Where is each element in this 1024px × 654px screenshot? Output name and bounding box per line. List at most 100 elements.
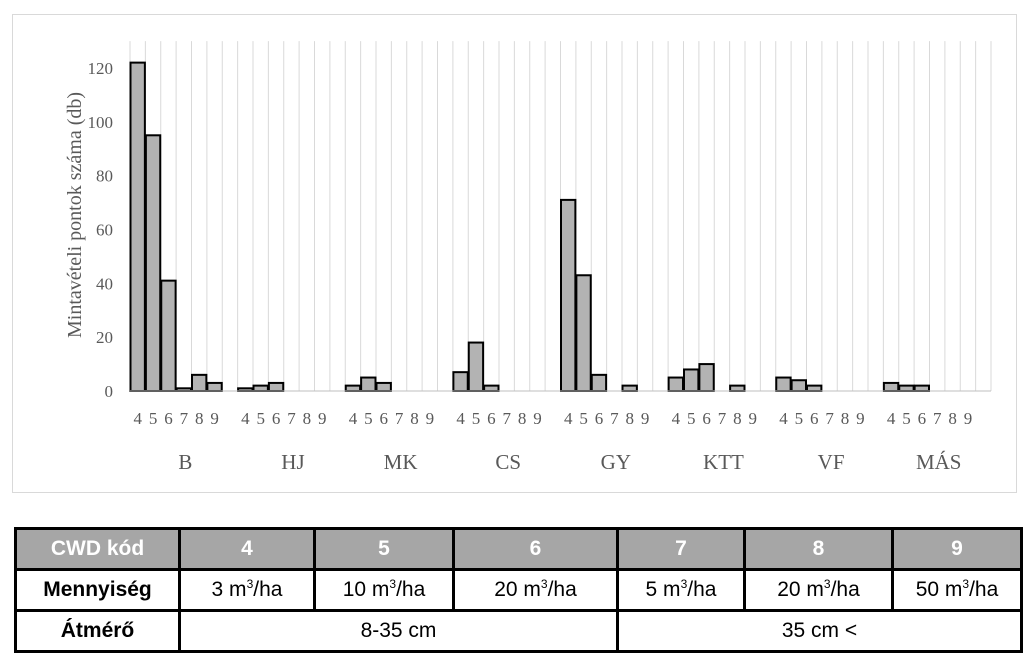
cwd-code-5: 5: [313, 527, 455, 571]
x-sub-tick-label: 7: [180, 409, 189, 428]
bar: [267, 381, 285, 392]
x-sub-tick-label: 4: [241, 409, 250, 428]
cwd-code-table: CWD kód 4 5 6 7 8 9 Mennyiség 3 m3/ha 10…: [14, 527, 1023, 653]
bar: [882, 381, 900, 392]
diameter-row: Átmérő 8-35 cm 35 cm <: [14, 609, 1023, 653]
y-tick-label: 100: [88, 113, 114, 132]
x-sub-tick-label: 6: [595, 409, 604, 428]
bar: [191, 373, 208, 393]
x-group-label: HJ: [281, 450, 304, 474]
bar: [590, 373, 608, 393]
bar-layer: [129, 61, 930, 393]
x-sub-tick-label: 9: [641, 409, 650, 428]
x-sub-tick-label: 8: [733, 409, 742, 428]
bar: [160, 279, 177, 392]
bar: [621, 384, 638, 393]
bar: [790, 379, 807, 393]
x-sub-tick-label: 5: [256, 409, 265, 428]
x-sub-tick-label: 9: [210, 409, 219, 428]
x-sub-tick-label: 5: [472, 409, 481, 428]
x-sub-tick-label: 4: [133, 409, 142, 428]
x-sub-tick-label: 5: [579, 409, 588, 428]
x-sub-tick-label: 7: [287, 409, 296, 428]
x-group-label: GY: [601, 450, 631, 474]
x-group-label: VF: [818, 450, 845, 474]
chart-frame: 0 20 40 60 80 100 120 4 5 6 7 8 9 B 4 5 6 7 8 9 HJ 4 5 6 7 8 9 MK 4 5…: [12, 14, 1017, 493]
bar: [698, 363, 715, 393]
x-group-label: KTT: [703, 450, 744, 474]
quantity-row-label: Mennyiség: [14, 568, 181, 612]
x-sub-tick-label: 7: [395, 409, 404, 428]
x-sub-tick-label: 7: [718, 409, 727, 428]
bar: [729, 384, 746, 393]
x-sub-tick-label: 6: [702, 409, 711, 428]
grid-layer: [129, 41, 992, 391]
y-tick-label: 40: [96, 274, 113, 293]
bar: [375, 381, 392, 392]
bar: [206, 381, 223, 392]
x-sub-tick-label: 5: [902, 409, 911, 428]
x-sub-tick-label: 6: [164, 409, 173, 428]
x-sub-tick-label: 9: [856, 409, 865, 428]
bar: [344, 384, 362, 393]
quantity-cell: 3 m3/ha: [178, 568, 316, 612]
x-sub-tick-label: 7: [502, 409, 511, 428]
quantity-row: Mennyiség 3 m3/ha 10 m3/ha 20 m3/ha 5 m3…: [14, 568, 1023, 612]
x-group-label: B: [178, 450, 192, 474]
bar: [467, 341, 485, 392]
x-sub-tick-label: 8: [518, 409, 527, 428]
bar: [667, 376, 684, 392]
y-axis-title: Mintavételi pontok száma (db): [64, 92, 86, 338]
bar: [575, 274, 592, 392]
cwd-code-7: 7: [616, 527, 746, 571]
x-sub-tick-label: 6: [272, 409, 281, 428]
bar: [144, 134, 162, 392]
x-sub-tick-label: 5: [364, 409, 373, 428]
x-sub-tick-label: 6: [918, 409, 927, 428]
x-sub-tick-label: 7: [825, 409, 834, 428]
bar: [360, 376, 377, 392]
x-sub-tick-label: 6: [810, 409, 819, 428]
x-sub-tick-label: 8: [948, 409, 957, 428]
x-sub-tick-label: 9: [748, 409, 757, 428]
y-tick-label: 120: [88, 59, 114, 78]
x-group-label: CS: [495, 450, 521, 474]
x-sub-tick-label: 8: [841, 409, 850, 428]
bar: [898, 384, 915, 393]
quantity-cell: 20 m3/ha: [452, 568, 619, 612]
y-tick-label: 0: [105, 382, 114, 401]
x-sub-tick-label: 8: [195, 409, 204, 428]
x-sub-tick-label: 6: [487, 409, 496, 428]
y-tick-label: 20: [96, 328, 113, 347]
x-sub-tick-label: 8: [303, 409, 312, 428]
bar: [683, 368, 700, 393]
bar: [452, 371, 469, 392]
x-sub-tick-label: 5: [149, 409, 158, 428]
diameter-large-cell: 35 cm <: [616, 609, 1023, 653]
bar: [806, 384, 823, 393]
x-sub-tick-label: 5: [687, 409, 696, 428]
x-group-label: MÁS: [916, 450, 962, 474]
bar: [560, 198, 577, 392]
x-sub-tick-label: 7: [933, 409, 942, 428]
x-sub-tick-label: 5: [795, 409, 804, 428]
x-sub-tick-label: 6: [379, 409, 388, 428]
y-tick-label: 60: [96, 221, 113, 240]
x-sub-tick-label: 8: [625, 409, 634, 428]
x-sub-tick-label: 9: [426, 409, 435, 428]
cwd-code-6: 6: [452, 527, 619, 571]
x-sub-tick-label: 7: [610, 409, 619, 428]
x-sub-tick-label: 9: [318, 409, 327, 428]
x-sub-tick-label: 4: [672, 409, 681, 428]
bar: [775, 376, 792, 392]
quantity-cell: 10 m3/ha: [313, 568, 455, 612]
x-sub-tick-label: 9: [964, 409, 973, 428]
cwd-code-header: CWD kód: [14, 527, 181, 571]
x-sub-tick-label: 9: [533, 409, 542, 428]
x-sub-tick-label: 4: [456, 409, 465, 428]
quantity-cell: 5 m3/ha: [616, 568, 746, 612]
bar: [129, 61, 146, 392]
x-group-label: MK: [384, 450, 418, 474]
diameter-small-cell: 8-35 cm: [178, 609, 619, 653]
